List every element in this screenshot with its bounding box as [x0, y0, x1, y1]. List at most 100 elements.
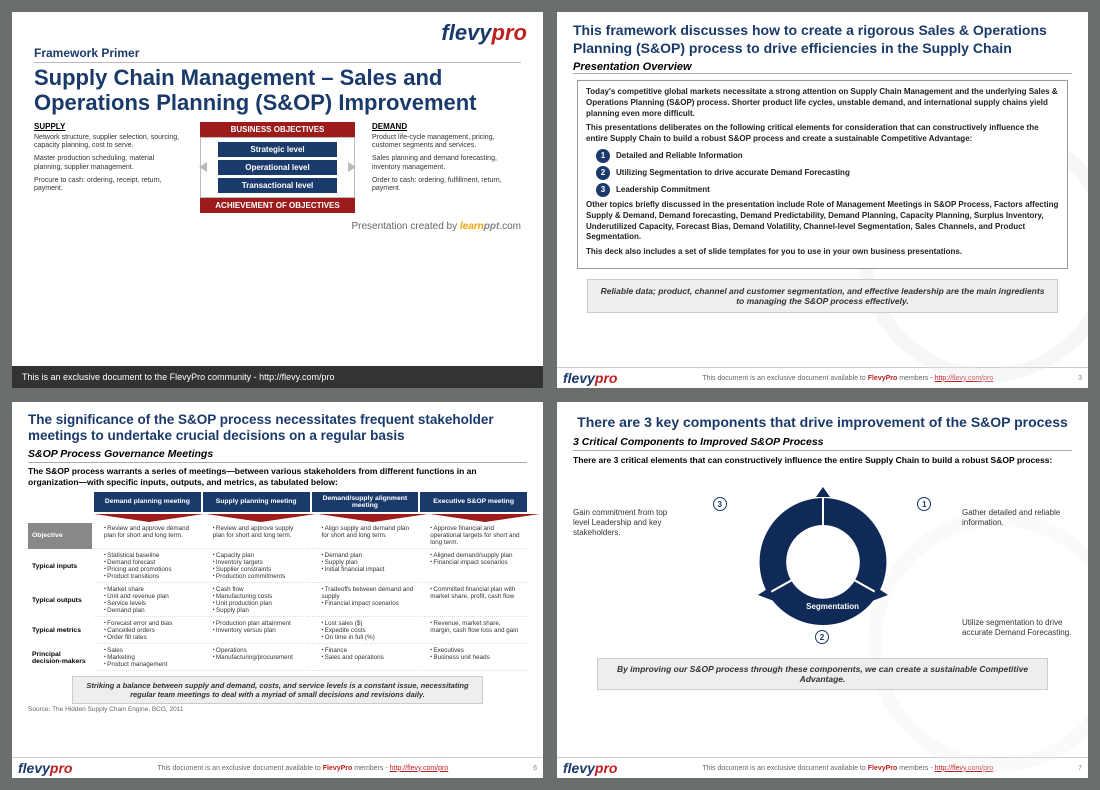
cell-item: Marketing	[104, 654, 197, 661]
cell-item: Lost sales ($)	[322, 620, 415, 627]
overview-box: Today's competitive global markets neces…	[577, 80, 1068, 269]
table-row: Typical metricsForecast error and biasCa…	[28, 618, 527, 644]
slide2-body: Today's competitive global markets neces…	[557, 80, 1088, 273]
page-number: 6	[533, 765, 537, 772]
cell-item: Capacity plan	[213, 552, 306, 559]
table-cell: Lost sales ($)Expedite costsOn time in f…	[312, 618, 419, 644]
levels-diagram: BUSINESS OBJECTIVES Strategic level Oper…	[189, 122, 366, 213]
supply-column: SUPPLY Network structure, supplier selec…	[34, 122, 183, 213]
table-cell: Capacity planInventory targetsSupplier c…	[203, 550, 310, 583]
slide-3: The significance of the S&OP process nec…	[12, 402, 543, 778]
cell-item: Financial impact scenarios	[430, 559, 523, 566]
table-cell: Demand planSupply planInitial financial …	[312, 550, 419, 583]
supply-text: Procure to cash: ordering, receipt, retu…	[34, 177, 183, 195]
cell-item: Production plan attainment	[213, 620, 306, 627]
cell-item: Order fill rates	[104, 634, 197, 641]
slide4-title: There are 3 key components that drive im…	[557, 402, 1088, 436]
table-cell: Tradeoffs between demand and supplyFinan…	[312, 584, 419, 617]
cell-item: Forecast error and bias	[104, 620, 197, 627]
table-row: Typical outputsMarket shareUnit and reve…	[28, 584, 527, 617]
slide2-subtitle: Presentation Overview	[573, 61, 1072, 74]
row-label: Typical inputs	[28, 550, 92, 583]
footer-link[interactable]: http://flevy.com/pro	[390, 765, 449, 772]
learnppt-suffix: .com	[499, 221, 521, 232]
row-label: Typical outputs	[28, 584, 92, 617]
footer-msg: This document is an exclusive document a…	[157, 765, 448, 772]
cell-item: On time in full (%)	[322, 634, 415, 641]
level-operational: Operational level	[218, 160, 338, 175]
supply-heading: SUPPLY	[34, 122, 183, 131]
slide2-p4: This deck also includes a set of slide t…	[586, 247, 1059, 258]
slide3-intro: The S&OP process warrants a series of me…	[12, 466, 543, 491]
learnppt-ppt: ppt	[484, 221, 500, 232]
cell-item: Unit production plan	[213, 600, 306, 607]
table-cell: Forecast error and biasCancelled ordersO…	[94, 618, 201, 644]
governance-table: Demand planning meeting Supply planning …	[12, 492, 543, 672]
cell-item: Demand plan	[104, 607, 197, 614]
table-cell: Statistical baselineDemand forecastPrici…	[94, 550, 201, 583]
num-badge-3: 3	[596, 183, 610, 197]
table-body: ObjectiveReview and approve demand plan …	[28, 523, 527, 671]
slide4-subtitle: 3 Critical Components to Improved S&OP P…	[573, 436, 1072, 451]
page-number: 7	[1078, 765, 1082, 772]
slide1-footer: This is an exclusive document to the Fle…	[12, 366, 543, 388]
arrow-left-icon	[199, 162, 207, 172]
seg-label-reliable: Reliable Information	[862, 512, 932, 530]
table-cell: ExecutivesBusiness unit heads	[420, 645, 527, 671]
levels-wrap: Strategic level Operational level Transa…	[200, 137, 356, 198]
numbered-item: 2Utilizing Segmentation to drive accurat…	[596, 166, 1059, 180]
col-header: Executive S&OP meeting	[420, 492, 527, 512]
table-cell: OperationsManufacturing/procurement	[203, 645, 310, 671]
col-header: Demand planning meeting	[94, 492, 201, 512]
cell-item: Inventory versus plan	[213, 627, 306, 634]
ring-num-3: 3	[713, 497, 727, 511]
desc-leadership: Gain commitment from top level Leadershi…	[573, 508, 683, 538]
table-cell: Cash flowManufacturing costsUnit product…	[203, 584, 310, 617]
slide4-callout: By improving our S&OP process through th…	[597, 658, 1048, 690]
table-cell: Review and approve supply plan for short…	[203, 523, 310, 549]
cell-item: Demand plan	[322, 552, 415, 559]
slide2-p1: Today's competitive global markets neces…	[586, 87, 1059, 119]
slide1-body: Framework Primer Supply Chain Management…	[12, 46, 543, 366]
cell-item: Inventory targets	[213, 559, 306, 566]
demand-text: Product life-cycle management, pricing, …	[372, 134, 521, 152]
logo-pro: pro	[492, 20, 527, 45]
flevypro-logo: flevypro	[441, 20, 527, 46]
cell-item: Demand forecast	[104, 559, 197, 566]
arrow-row	[28, 513, 527, 523]
cell-item: Executives	[430, 647, 523, 654]
table-cell: Market shareUnit and revenue planService…	[94, 584, 201, 617]
cell-item: Market share	[104, 586, 197, 593]
flevypro-logo: flevypro	[563, 370, 617, 386]
desc-reliable: Gather detailed and reliable information…	[962, 508, 1072, 528]
table-row: ObjectiveReview and approve demand plan …	[28, 523, 527, 549]
logo-flevy: flevy	[441, 20, 491, 45]
cell-item: Service levels	[104, 600, 197, 607]
cell-item: Tradeoffs between demand and supply	[322, 586, 415, 600]
arrow-down-icon	[430, 514, 540, 522]
business-objectives-bar: BUSINESS OBJECTIVES	[200, 122, 356, 137]
cell-item: Supply plan	[213, 607, 306, 614]
flevypro-logo: flevypro	[18, 760, 72, 776]
cell-item: Supplier constraints	[213, 566, 306, 573]
cell-item: Pricing and promotions	[104, 566, 197, 573]
slide2-p3: Other topics briefly discussed in the pr…	[586, 200, 1059, 243]
table-row: Principal decision-makersSalesMarketingP…	[28, 645, 527, 671]
framework-primer-label: Framework Primer	[34, 46, 521, 63]
page-number: 3	[1078, 375, 1082, 382]
demand-text: Sales planning and demand forecasting, i…	[372, 155, 521, 173]
row-label: Typical metrics	[28, 618, 92, 644]
flevypro-logo: flevypro	[563, 760, 617, 776]
table-cell: Align supply and demand plan for short a…	[312, 523, 419, 549]
slide3-callout: Striking a balance between supply and de…	[72, 676, 483, 704]
table-row: Typical inputsStatistical baselineDemand…	[28, 550, 527, 583]
cell-item: Operations	[213, 647, 306, 654]
cell-item: Align supply and demand plan for short a…	[322, 525, 415, 539]
slide3-footer: flevypro This document is an exclusive d…	[12, 757, 543, 778]
cell-item: Cancelled orders	[104, 627, 197, 634]
slide4-intro: There are 3 critical elements that can c…	[557, 455, 1088, 472]
item-text: Leadership Commitment	[616, 185, 710, 196]
table-cell: FinanceSales and operations	[312, 645, 419, 671]
slide3-subtitle: S&OP Process Governance Meetings	[28, 448, 527, 463]
table-cell: SalesMarketingProduct management	[94, 645, 201, 671]
